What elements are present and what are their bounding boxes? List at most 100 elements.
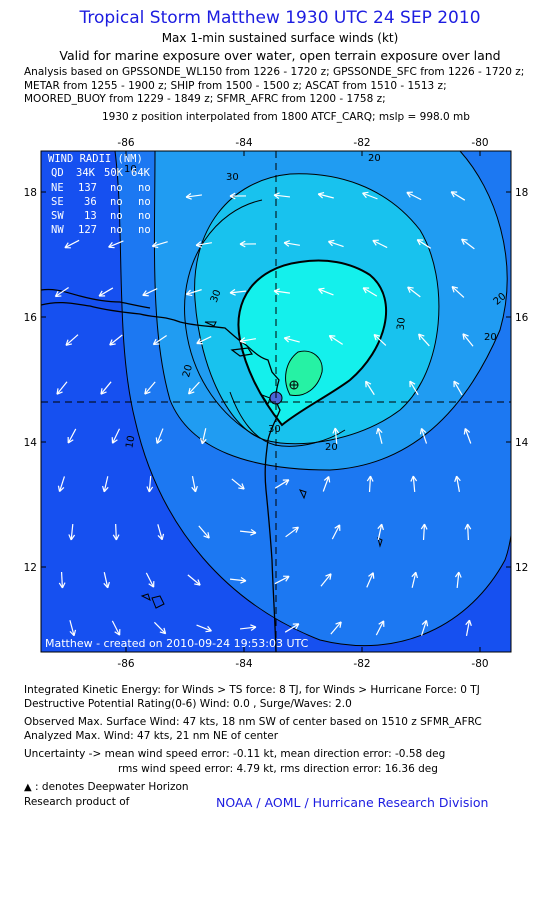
wind-arrow <box>65 334 79 346</box>
wind-arrow <box>191 476 198 493</box>
y-tick-right-4: 12 <box>515 562 528 574</box>
wind-radii-nw-50k: no <box>110 224 123 236</box>
wind-arrow <box>185 289 202 297</box>
legend-text: : denotes Deepwater Horizon <box>35 781 189 793</box>
wind-arrow <box>366 572 375 588</box>
wind-arrow <box>283 335 300 343</box>
hrd-link[interactable]: NOAA / AOML / Hurricane Research Divisio… <box>216 795 489 810</box>
analysis-sources: Analysis based on GPSSONDE_WL150 from 12… <box>24 66 524 107</box>
wind-arrow <box>153 621 167 635</box>
wind-arrow <box>464 523 472 541</box>
wind-arrow <box>372 239 388 249</box>
wind-arrow <box>146 475 154 493</box>
x-tick-bottom-3: -82 <box>353 658 370 668</box>
coastline-north <box>41 288 151 309</box>
wind-arrow <box>111 620 121 636</box>
x-tick-top-1: -86 <box>117 137 134 149</box>
wind-analysis-map: 30 30 20 20 10 30 30 20 20 20 10 WIND RA… <box>24 137 529 668</box>
wind-arrow <box>109 334 123 346</box>
wind-arrow <box>273 192 291 200</box>
uncertainty-line-2: rms wind speed error: 4.79 kt, rms direc… <box>118 763 438 775</box>
wind-radii-nw-quadrant: NW <box>51 224 64 236</box>
wind-arrow <box>377 523 384 540</box>
wind-arrow <box>451 286 465 298</box>
wind-arrow <box>463 428 472 444</box>
y-tick-right-1: 18 <box>515 187 528 199</box>
wind-arrow <box>196 335 212 345</box>
x-axis-top: -86 -84 -82 -80 <box>117 137 488 149</box>
wind-arrow <box>98 287 114 297</box>
wind-radii-se-50k: no <box>110 196 123 208</box>
wind-arrow <box>229 576 247 584</box>
wind-arrow <box>454 571 462 589</box>
wind-radii-title: WIND RADII (NM) <box>48 153 143 165</box>
wind-radii-sw-50k: no <box>110 210 123 222</box>
wind-arrow <box>229 192 247 200</box>
wind-arrow <box>100 381 112 395</box>
wind-arrow <box>373 333 387 346</box>
wind-arrow <box>283 240 300 247</box>
y-tick-right-3: 14 <box>515 437 529 449</box>
wind-arrow <box>420 619 429 636</box>
wind-radii-ne-34k: 137 <box>78 182 97 194</box>
validity-note: Valid for marine exposure over water, op… <box>59 48 501 63</box>
x-tick-top-4: -80 <box>471 137 488 149</box>
wind-arrow <box>362 287 378 297</box>
coastline <box>41 301 281 652</box>
wind-radii-header-50k: 50K <box>104 167 124 179</box>
x-tick-bottom-1: -86 <box>117 658 134 668</box>
wind-arrow <box>112 523 120 541</box>
dpr-line: Destructive Potential Rating(0-6) Wind: … <box>24 698 352 710</box>
wind-arrow <box>461 238 475 250</box>
wind-arrow <box>317 191 334 199</box>
observed-max-line: Observed Max. Surface Wind: 47 kts, 18 n… <box>24 716 482 728</box>
wind-arrow <box>188 381 200 395</box>
wind-arrow <box>144 381 156 395</box>
contour-20-ring <box>229 391 346 447</box>
wind-arrow <box>420 523 428 541</box>
wind-arrow <box>274 479 290 489</box>
wind-arrow <box>328 334 343 345</box>
wind-arrow <box>187 574 201 586</box>
wind-radii-ne-quadrant: NE <box>51 182 64 194</box>
analysis-line-1: Analysis based on GPSSONDE_WL150 from 12… <box>24 66 525 78</box>
y-tick-left-4: 12 <box>24 562 37 574</box>
wind-arrow <box>111 428 121 444</box>
y-axis-right: 18 16 14 12 <box>515 187 529 574</box>
wind-arrow <box>239 337 256 344</box>
max-wind-marker <box>289 380 299 390</box>
wind-band-50-plus <box>285 350 323 397</box>
wind-arrow <box>102 476 109 493</box>
subtitle: Max 1-min sustained surface winds (kt) <box>161 31 399 45</box>
wind-radii-header-64k: 64K <box>131 167 151 179</box>
wind-arrow <box>155 428 164 444</box>
wind-arrow <box>322 476 331 492</box>
wind-arrow <box>108 240 124 249</box>
wind-arrow <box>450 191 466 201</box>
wind-arrow <box>239 624 257 632</box>
contour-label-5: 10 <box>124 435 137 449</box>
x-tick-top-3: -82 <box>353 137 370 149</box>
wind-arrow <box>410 475 418 493</box>
wind-radii-nw-64k: no <box>138 224 151 236</box>
wind-radii-se-34k: 36 <box>84 196 97 208</box>
wind-arrow <box>64 239 80 249</box>
wind-arrow <box>409 380 419 396</box>
x-tick-top-2: -84 <box>235 137 252 149</box>
x-tick-bottom-2: -84 <box>235 658 252 668</box>
wind-radii-se-64k: no <box>138 196 151 208</box>
wind-arrow <box>151 241 168 249</box>
x-tick-bottom-4: -80 <box>471 658 488 668</box>
wind-radii-ne-64k: no <box>138 182 151 194</box>
contour-label-2: 30 <box>209 288 224 304</box>
wind-arrow <box>152 335 167 346</box>
wind-arrow <box>57 476 66 493</box>
wind-arrow <box>318 287 334 296</box>
wind-radii-header-qd: QD <box>51 167 64 179</box>
legend-line: ▲ : denotes Deepwater Horizon <box>24 781 189 793</box>
position-note: 1930 z position interpolated from 1800 A… <box>102 111 470 123</box>
y-tick-right-2: 16 <box>515 312 529 324</box>
y-tick-left-1: 18 <box>24 187 37 199</box>
contour-label-8: 20 <box>325 442 338 453</box>
wind-radii-header-34k: 34K <box>76 167 96 179</box>
